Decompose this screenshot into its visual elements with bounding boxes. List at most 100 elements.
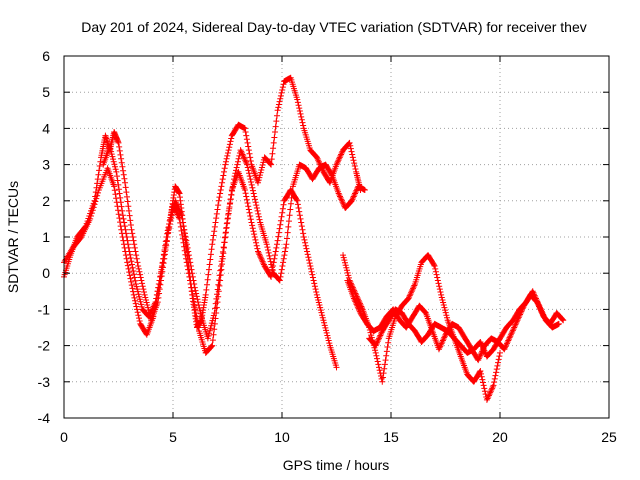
data-point [345,272,352,279]
data-point [208,320,215,327]
data-point [195,302,202,309]
data-point [114,177,121,184]
data-point [222,158,229,165]
data-point [120,215,127,222]
data-point [501,346,508,353]
data-point [529,288,536,295]
data-point [444,314,451,321]
data-point [222,230,229,237]
data-point [343,264,350,271]
data-point [242,157,249,164]
data-point [155,281,162,288]
data-point [297,110,304,117]
data-point [112,166,119,173]
data-point [255,248,262,255]
y-tick-label: 6 [42,48,50,64]
y-tick-label: 2 [42,193,50,209]
data-point [124,237,131,244]
data-point [356,308,363,315]
data-point [493,366,500,373]
data-point [285,218,292,225]
data-point [351,192,358,199]
data-point [246,209,253,216]
data-point [218,258,225,265]
data-point [127,275,134,282]
data-point [430,261,437,268]
data-point [216,282,223,289]
data-point [206,327,213,334]
data-point [278,266,285,273]
data-point [256,172,263,179]
data-point [375,361,382,368]
data-point [211,326,218,333]
data-point [162,244,169,251]
data-point [113,173,120,180]
data-point [229,184,236,191]
data-point [121,223,128,230]
data-point [256,216,263,223]
data-point [252,236,259,243]
data-point [266,160,273,167]
data-point [225,211,232,218]
data-point [129,230,136,237]
data-point [238,148,245,155]
data-point [383,348,390,355]
data-point [243,132,250,139]
data-point [244,164,251,171]
data-point [305,254,312,261]
data-point [281,252,288,259]
data-point [253,239,260,246]
data-point [339,199,346,206]
data-point [116,190,123,197]
data-point [123,189,130,196]
data-point [256,252,263,259]
data-point [206,330,213,337]
data-point [268,264,275,271]
data-point [488,386,495,393]
data-point [224,215,231,222]
data-point [273,241,280,248]
data-point [348,148,355,155]
data-point [244,139,251,146]
data-point [124,193,131,200]
data-point [133,303,140,310]
data-point [265,247,272,254]
data-point [244,199,251,206]
data-point [439,296,446,303]
data-point [229,188,236,195]
data-point [249,184,256,191]
data-point [540,312,547,319]
data-point [311,280,318,287]
data-point [215,202,222,209]
data-point [134,259,141,266]
data-point [479,344,486,351]
data-point [381,365,388,372]
data-point [227,195,234,202]
data-point [143,299,150,306]
axis-ticks [63,55,610,419]
data-point [212,219,219,226]
data-point [221,234,228,241]
data-point [108,148,115,155]
data-point [336,154,343,161]
data-point [251,231,258,238]
data-point [355,305,362,312]
data-point [558,315,565,322]
data-point [194,320,201,327]
data-point [189,270,196,277]
data-point [475,355,482,362]
data-point [340,254,347,261]
data-point [350,157,357,164]
data-point [411,282,418,289]
data-point [135,262,142,269]
data-point [226,141,233,148]
data-point [250,190,257,197]
data-point [136,268,143,275]
data-point [181,247,188,254]
data-point [132,281,139,288]
data-point [478,370,485,377]
data-point [220,244,227,251]
data-point [268,156,275,163]
data-point [438,294,445,301]
data-point [134,286,141,293]
